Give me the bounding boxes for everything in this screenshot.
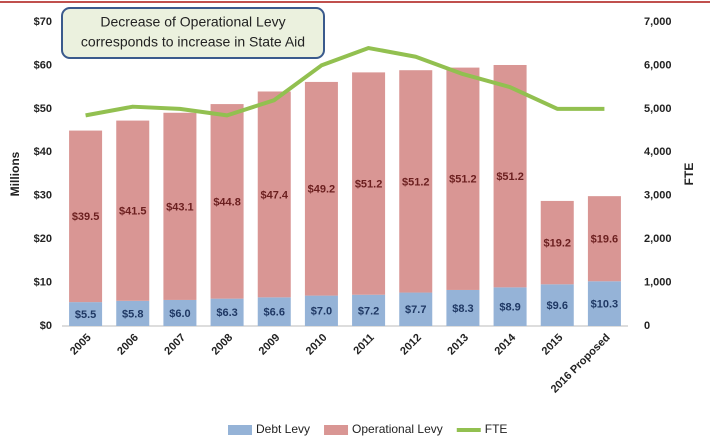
value-label: $51.2 bbox=[355, 178, 383, 190]
value-label: $10.3 bbox=[591, 299, 619, 311]
bar-segment bbox=[69, 130, 103, 303]
y2-tick-label: 2,000 bbox=[644, 233, 672, 245]
value-label: $8.9 bbox=[499, 302, 520, 314]
x-tick-label: 2010 bbox=[304, 332, 330, 358]
y-tick-label: $30 bbox=[34, 190, 52, 202]
value-label: $5.8 bbox=[122, 308, 143, 320]
legend-label: FTE bbox=[485, 422, 508, 436]
value-label: $41.5 bbox=[119, 206, 147, 218]
y-axis-label: Millions bbox=[8, 151, 22, 196]
value-label: $8.3 bbox=[452, 303, 473, 315]
legend-swatch bbox=[324, 425, 349, 435]
bar-segment bbox=[540, 284, 574, 326]
bar-segment bbox=[352, 294, 386, 326]
value-label: $6.6 bbox=[264, 307, 285, 319]
y2-tick-label: 5,000 bbox=[644, 103, 672, 115]
bar-segment bbox=[399, 70, 433, 293]
x-tick-label: 2011 bbox=[351, 332, 376, 357]
y-tick-label: $70 bbox=[34, 16, 52, 28]
value-label: $43.1 bbox=[166, 201, 194, 213]
y-tick-label: $10 bbox=[34, 276, 52, 288]
value-label: $7.7 bbox=[405, 304, 426, 316]
value-label: $44.8 bbox=[213, 196, 241, 208]
x-tick-label: 2007 bbox=[162, 332, 188, 358]
bar-segment bbox=[304, 81, 338, 296]
value-label: $19.6 bbox=[591, 234, 619, 246]
bar-segment bbox=[210, 104, 244, 299]
value-label: $6.3 bbox=[216, 307, 237, 319]
bar-segment bbox=[163, 112, 197, 300]
bar-segment bbox=[257, 297, 291, 326]
value-label: $39.5 bbox=[72, 211, 100, 223]
y2-tick-label: 1,000 bbox=[644, 276, 672, 288]
value-label: $19.2 bbox=[543, 238, 571, 250]
y-tick-label: $50 bbox=[34, 103, 52, 115]
bar-segment bbox=[493, 287, 527, 326]
x-tick-label: 2008 bbox=[209, 332, 235, 358]
value-label: $51.2 bbox=[496, 171, 524, 183]
x-tick-label: 2012 bbox=[398, 332, 424, 358]
y-tick-label: $20 bbox=[34, 233, 52, 245]
value-label: $5.5 bbox=[75, 309, 96, 321]
line bbox=[85, 46, 605, 118]
bar-segment bbox=[587, 196, 621, 282]
bar-segment bbox=[399, 292, 433, 326]
value-label: $47.4 bbox=[260, 189, 288, 201]
bar-segment bbox=[304, 295, 338, 326]
bar-segment bbox=[540, 200, 574, 285]
value-label: $51.2 bbox=[402, 176, 430, 188]
y2-tick-label: 0 bbox=[644, 320, 650, 332]
bar-segment bbox=[210, 298, 244, 326]
bar-segment bbox=[352, 72, 386, 295]
y2-axis-label: FTE bbox=[682, 163, 696, 186]
value-label: $6.0 bbox=[169, 308, 190, 320]
bar-segment bbox=[69, 302, 103, 326]
legend-swatch bbox=[228, 425, 252, 435]
y2-tick-label: 6,000 bbox=[644, 59, 672, 71]
annotation: Decrease of Operational Levy bbox=[100, 14, 285, 30]
value-label: $9.6 bbox=[547, 300, 568, 312]
bar-segment bbox=[163, 299, 197, 326]
x-tick-label: 2013 bbox=[445, 332, 471, 358]
x-tick-label: 2015 bbox=[540, 332, 566, 358]
annotation: corresponds to increase in State Aid bbox=[81, 34, 305, 50]
bar-segment bbox=[116, 300, 150, 326]
annotation-box bbox=[61, 7, 325, 59]
bar-segment bbox=[587, 281, 621, 326]
x-tick-label: 2006 bbox=[115, 332, 141, 358]
bar-segment bbox=[446, 67, 480, 290]
bar-segment bbox=[446, 289, 480, 326]
y-tick-label: $40 bbox=[34, 146, 52, 158]
x-tick-label: 2005 bbox=[68, 332, 94, 358]
bar-segment bbox=[493, 64, 527, 288]
value-label: $7.2 bbox=[358, 305, 379, 317]
y2-tick-label: 7,000 bbox=[644, 16, 672, 28]
x-tick-label: 2009 bbox=[257, 332, 283, 358]
y-tick-label: $60 bbox=[34, 59, 52, 71]
legend-label: Debt Levy bbox=[256, 422, 310, 436]
y2-tick-label: 3,000 bbox=[644, 190, 672, 202]
value-label: $51.2 bbox=[449, 174, 477, 186]
value-label: $49.2 bbox=[308, 184, 336, 196]
x-tick-label: 2014 bbox=[492, 331, 518, 357]
bar-segment bbox=[116, 120, 150, 301]
legend-label: Operational Levy bbox=[352, 422, 443, 436]
y2-tick-label: 4,000 bbox=[644, 146, 672, 158]
value-label: $7.0 bbox=[311, 306, 332, 318]
bar-segment bbox=[257, 91, 291, 298]
y-tick-label: $0 bbox=[40, 320, 52, 332]
